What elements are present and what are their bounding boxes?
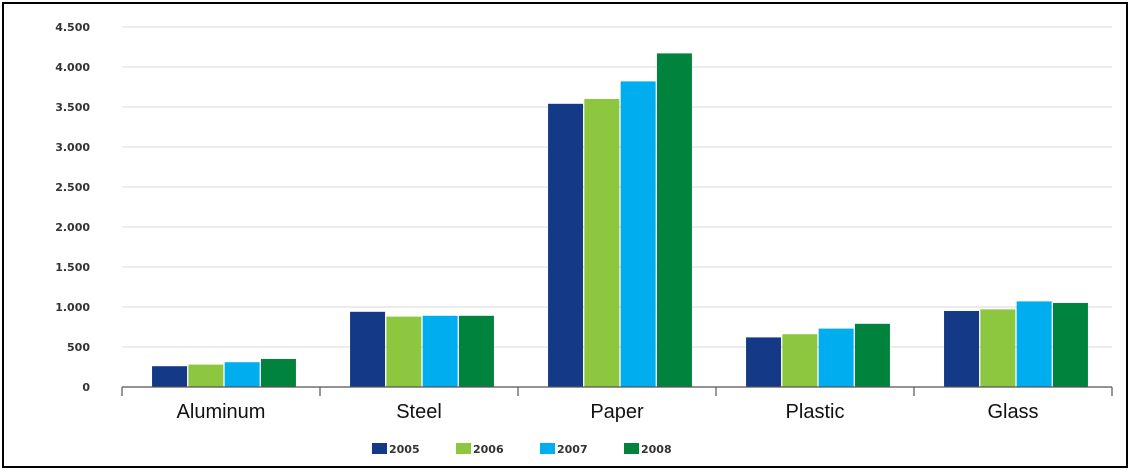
bar-glass-2005	[944, 311, 980, 387]
y-tick-label: 2.000	[55, 221, 90, 234]
legend-swatch-2006	[456, 443, 471, 454]
category-label: Plastic	[786, 401, 845, 423]
bar-aluminum-2008	[260, 359, 296, 387]
legend-label-2008: 2008	[641, 443, 672, 456]
y-tick-label: 0	[82, 381, 90, 394]
bar-steel-2007	[422, 315, 458, 387]
category-label: Paper	[590, 401, 644, 423]
bars	[152, 53, 1088, 388]
bar-glass-2008	[1052, 303, 1088, 387]
legend-swatch-2008	[624, 443, 639, 454]
category-label: Aluminum	[177, 401, 266, 423]
y-tick-label: 2.500	[55, 181, 90, 194]
y-tick-label: 1.000	[55, 301, 90, 314]
category-label: Steel	[396, 401, 442, 423]
legend: 2005 2006 2007 2008	[372, 443, 672, 456]
bar-paper-2007	[620, 81, 656, 388]
bar-paper-2006	[584, 99, 620, 387]
bar-aluminum-2006	[188, 364, 224, 387]
bar-plastic-2008	[854, 323, 890, 387]
y-tick-label: 4.500	[55, 21, 90, 34]
bar-plastic-2006	[782, 334, 818, 387]
legend-label-2007: 2007	[557, 443, 588, 456]
legend-swatch-2005	[372, 443, 387, 454]
bar-aluminum-2005	[152, 366, 188, 387]
x-axis	[121, 386, 1113, 396]
y-tick-label: 1.500	[55, 261, 90, 274]
y-axis-ticks: 0 500 1.000 1.500 2.000 2.500 3.000 3.500 4.000 4…	[55, 21, 90, 394]
bar-glass-2007	[1016, 301, 1052, 387]
y-tick-label: 3.000	[55, 141, 90, 154]
bar-aluminum-2007	[224, 362, 260, 387]
legend-swatch-2007	[540, 443, 555, 454]
legend-label-2005: 2005	[389, 443, 420, 456]
y-tick-label: 4.000	[55, 61, 90, 74]
y-tick-label: 500	[67, 341, 90, 354]
bar-paper-2008	[656, 53, 692, 388]
bar-steel-2006	[386, 316, 422, 387]
bar-steel-2008	[458, 315, 494, 387]
category-labels: Aluminum Steel Paper Plastic Glass	[177, 401, 1039, 423]
legend-label-2006: 2006	[473, 443, 504, 456]
bar-glass-2006	[980, 309, 1016, 387]
y-tick-label: 3.500	[55, 101, 90, 114]
bar-plastic-2007	[818, 328, 854, 387]
bar-paper-2005	[548, 103, 584, 388]
category-label: Glass	[987, 401, 1038, 423]
bar-steel-2005	[350, 311, 386, 387]
bar-plastic-2005	[746, 337, 782, 387]
